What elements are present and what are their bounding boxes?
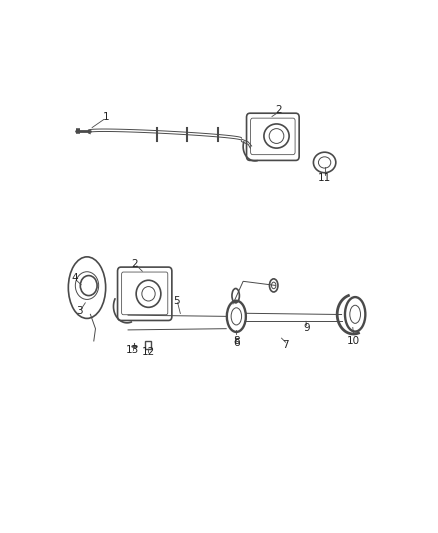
Text: 1: 1 (102, 112, 109, 122)
Text: 10: 10 (347, 336, 360, 346)
Text: 6: 6 (233, 338, 240, 348)
Text: 5: 5 (173, 296, 180, 306)
Text: 4: 4 (71, 273, 78, 283)
Text: 2: 2 (131, 259, 138, 269)
Text: 13: 13 (126, 345, 139, 355)
Text: 9: 9 (303, 323, 310, 333)
Text: 3: 3 (76, 306, 82, 316)
Text: 7: 7 (282, 340, 289, 350)
Text: 2: 2 (276, 106, 282, 115)
Text: 11: 11 (318, 173, 331, 183)
Text: 12: 12 (141, 347, 155, 357)
Text: 8: 8 (233, 336, 240, 346)
